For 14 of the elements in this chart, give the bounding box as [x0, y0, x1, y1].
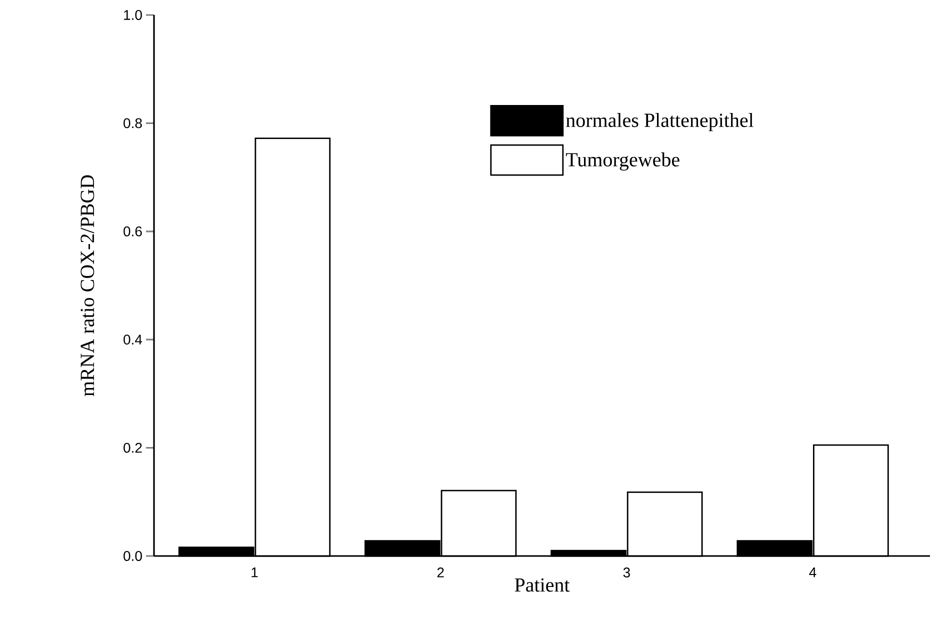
y-tick-label: 0.6: [124, 226, 142, 236]
y-tick-label: 0.8: [124, 118, 142, 128]
x-tick-label: 2: [437, 568, 444, 578]
y-tick-label: 0.4: [124, 334, 142, 345]
y-tick-label: 0.2: [124, 442, 142, 453]
x-axis-title: Patient: [514, 578, 570, 592]
x-tick-label: 3: [623, 568, 630, 578]
legend-label: normales Plattenepithel: [566, 113, 754, 132]
x-tick-label: 1: [252, 568, 258, 578]
x-tick-label: 4: [809, 568, 816, 578]
y-axis-title: mRNA ratio COX-2/PBGD: [80, 175, 94, 396]
y-tick-label: 1.0: [124, 10, 142, 20]
legend-label: Tumorgewebe: [566, 152, 680, 171]
y-tick-label: 0.0: [124, 551, 142, 561]
